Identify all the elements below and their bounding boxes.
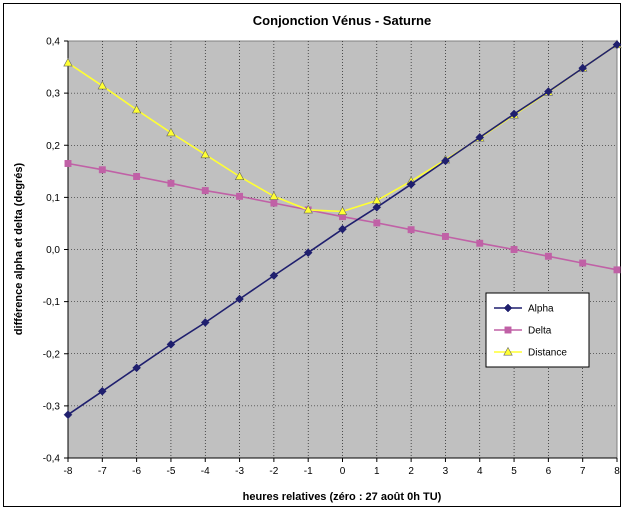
data-point-delta [613, 266, 621, 274]
data-point-alpha [132, 363, 141, 373]
x-tick-label: 6 [546, 466, 552, 477]
x-tick-label: -5 [166, 466, 175, 477]
y-tick-label: -0,2 [43, 349, 61, 360]
x-tick-label: 1 [374, 466, 380, 477]
data-point-alpha [166, 340, 176, 349]
data-point-delta [476, 239, 484, 247]
x-tick-label: 4 [477, 466, 483, 477]
x-tick-label: -1 [304, 466, 313, 477]
data-point-alpha [235, 294, 244, 304]
data-point-delta [373, 219, 381, 227]
data-point-alpha [578, 63, 588, 73]
data-point-alpha [475, 133, 485, 142]
legend-label-alpha: Alpha [528, 304, 554, 315]
data-point-delta [544, 252, 552, 260]
data-point-delta [64, 160, 72, 167]
data-point-alpha [338, 224, 347, 234]
data-point-distance [166, 127, 176, 137]
y-tick-label: 0,2 [46, 141, 60, 152]
x-tick-label: -6 [132, 466, 141, 477]
data-point-alpha [509, 109, 519, 119]
data-point-alpha [544, 87, 553, 96]
data-point-delta [236, 192, 244, 200]
x-tick-label: 0 [340, 466, 346, 477]
data-point-alpha [372, 202, 382, 212]
y-tick-label: -0,4 [43, 454, 61, 465]
y-tick-label: -0,1 [43, 297, 61, 308]
data-point-distance [234, 171, 245, 181]
data-point-alpha [406, 179, 416, 189]
x-tick-label: 8 [614, 466, 620, 477]
plot-area: -0,4 -0,3 -0,2 -0,1 0,0 0,1 0,2 0,3 0,4 -8 -7 -6 -5 -… [43, 37, 622, 477]
chart-title: Conjonction Vénus - Saturne [253, 13, 431, 28]
data-point-delta [441, 233, 449, 240]
x-tick-label: 7 [580, 466, 586, 477]
data-point-delta [98, 166, 106, 174]
legend-swatch-marker-distance [503, 346, 513, 356]
x-tick-label: 3 [443, 466, 449, 477]
data-point-delta [133, 173, 141, 180]
data-point-distance [131, 104, 142, 114]
y-tick-label: 0,3 [46, 89, 60, 100]
y-tick-label: -0,3 [43, 401, 61, 412]
data-point-distance [303, 204, 313, 214]
x-tick-label: -2 [269, 466, 278, 477]
data-point-distance [200, 149, 210, 159]
data-point-delta [167, 179, 175, 187]
data-point-alpha [269, 271, 279, 280]
data-point-alpha [303, 248, 313, 257]
data-point-distance [337, 206, 348, 215]
data-point-alpha [200, 318, 210, 327]
y-tick-label: 0,1 [46, 193, 60, 204]
data-point-distance [97, 80, 108, 90]
y-tick-label: 0,4 [46, 37, 60, 48]
legend-label-distance: Distance [528, 348, 567, 359]
x-tick-label: -8 [64, 466, 73, 477]
legend-label-delta: Delta [528, 326, 552, 337]
data-point-delta [579, 259, 587, 267]
y-axis-title: différence alpha et delta (degrés) [13, 162, 25, 335]
x-tick-label: 2 [408, 466, 414, 477]
data-point-alpha [612, 40, 622, 50]
x-tick-label: 5 [511, 466, 517, 477]
legend-swatch-marker-delta [504, 326, 512, 334]
x-tick-label: -3 [235, 466, 244, 477]
x-tick-label: -4 [201, 466, 210, 477]
data-point-delta [201, 187, 209, 195]
data-point-delta [407, 226, 415, 234]
data-point-alpha [63, 410, 73, 420]
y-tick-label: 0,0 [46, 245, 60, 256]
legend-swatch-marker-alpha [503, 303, 513, 313]
data-point-delta [510, 246, 518, 253]
x-axis-title: heures relatives (zéro : 27 août 0h TU) [243, 491, 442, 503]
legend: Alpha Delta Distance [485, 292, 590, 368]
data-point-distance [63, 57, 73, 67]
data-point-delta [270, 199, 278, 207]
data-point-alpha [441, 156, 450, 166]
x-tick-label: -7 [98, 466, 107, 477]
data-point-distance [269, 191, 279, 200]
data-point-alpha [97, 386, 107, 396]
